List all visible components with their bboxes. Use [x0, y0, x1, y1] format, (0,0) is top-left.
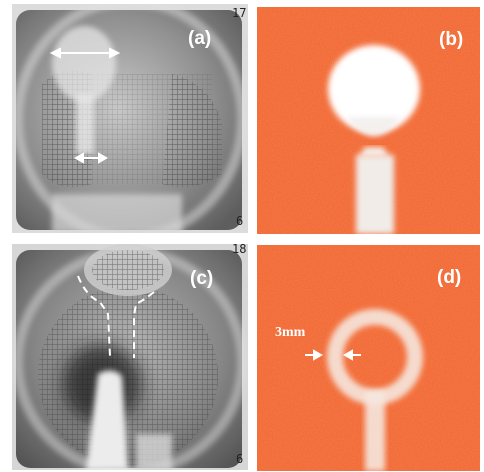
panel-d-simulation: (d) 3mm — [257, 245, 480, 471]
panel-d-image — [257, 245, 480, 471]
panel-a-corner-bottom: 6 — [236, 214, 244, 228]
panel-a-image — [12, 4, 248, 233]
width-arrow-neck — [73, 152, 109, 164]
panel-c-image — [12, 244, 248, 470]
panel-c-label: (c) — [190, 268, 214, 289]
panel-a-photo: (a) 17 6 — [12, 4, 248, 233]
panel-b-simulation: (b) — [257, 7, 480, 234]
panel-b-label: (b) — [439, 29, 464, 50]
panel-c-photo: (c) 18 6 — [12, 244, 248, 470]
dashed-guide-left — [77, 275, 111, 357]
width-arrow-top — [49, 47, 121, 59]
panel-d-label: (d) — [437, 267, 462, 288]
panel-a-label: (a) — [188, 28, 212, 49]
panel-c-corner-top: 18 — [232, 244, 247, 256]
dimension-label: 3mm — [275, 325, 306, 340]
panel-b-image — [257, 7, 480, 234]
dashed-guide-right — [133, 291, 155, 358]
panel-a-corner-top: 17 — [232, 6, 247, 20]
panel-c-corner-bottom: 6 — [236, 452, 244, 466]
